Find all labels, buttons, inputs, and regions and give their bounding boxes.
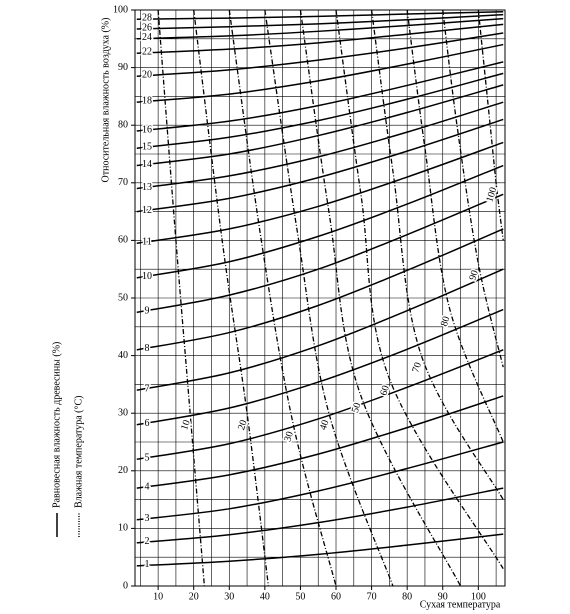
curve [193,10,270,586]
series-label: 14 [142,159,152,170]
series-label: 5 [145,453,150,464]
curve [136,13,504,30]
curve [136,395,504,489]
curve [370,10,504,500]
curve [136,101,504,190]
y-tick-label: 80 [118,119,128,130]
x-tick-label: 60 [331,591,341,602]
series-label: 24 [142,32,152,43]
x-tick-label: 20 [189,591,199,602]
y-axis-title: Относительная влажность воздуха (%) [100,18,111,183]
series-label: 28 [142,13,152,24]
x-tick-label: 30 [224,591,234,602]
curve [299,10,462,586]
curve [477,10,504,241]
y-tick-label: 90 [118,62,128,73]
series-label: 26 [142,22,152,33]
curves [136,10,504,586]
series-label: 4 [145,481,150,492]
curve [136,193,504,314]
curve [136,17,504,40]
x-tick-label: 10 [153,591,163,602]
y-tick-label: 100 [113,4,128,15]
curve [136,228,504,351]
x-axis-title: Сухая температура [420,599,501,610]
curve [228,10,337,586]
curve [136,118,504,213]
series-label: 10 [142,271,152,282]
x-tick-label: 90 [438,591,448,602]
curve [136,10,504,20]
series-label: 6 [145,418,150,429]
x-tick-label: 40 [260,591,270,602]
legend-label: Равновесная влажность древесины (%) [51,342,62,508]
x-tick-label: 50 [295,591,305,602]
series-label: 70 [410,361,424,374]
curve [136,43,504,103]
x-tick-label: 80 [402,591,412,602]
y-tick-label: 70 [118,177,128,188]
series-label: 22 [142,46,152,57]
curve [136,61,504,132]
y-tick-label: 50 [118,292,128,303]
series-label: 3 [145,513,150,524]
series-label: 80 [439,315,453,328]
series-label: 9 [145,306,150,317]
series-label: 18 [142,95,152,106]
legend-label: Влажная температура (°C) [73,395,84,508]
series-label: 1 [145,559,150,570]
series-label: 60 [378,384,392,397]
y-tick-label: 60 [118,235,128,246]
curve [136,84,504,167]
y-tick-label: 30 [118,407,128,418]
series-label: 7 [145,383,150,394]
curve [335,10,504,570]
curve [136,164,504,279]
y-tick-label: 0 [123,580,128,591]
curve [136,533,504,567]
series-label: 40 [318,419,332,432]
y-tick-label: 10 [118,523,128,534]
curve [442,10,504,368]
series-label: 8 [145,343,150,354]
x-tick-label: 70 [367,591,377,602]
series-label: 30 [282,430,296,443]
curve [136,141,504,245]
series-label: 100 [484,186,499,204]
series-label: 20 [142,70,152,81]
curve [157,10,206,586]
series-label: 13 [142,182,152,193]
series-label: 16 [142,124,152,135]
curve [136,308,504,426]
curve [136,32,504,77]
x-tick-label: 100 [471,591,486,602]
curve [136,349,504,461]
y-tick-label: 40 [118,350,128,361]
curve [136,487,504,544]
series-label: 11 [142,237,152,248]
curve [406,10,504,443]
series-label: 15 [142,142,152,153]
series-label: 12 [142,205,152,216]
series-label: 2 [145,536,150,547]
curve [136,268,504,391]
curve [264,10,394,586]
y-tick-label: 20 [118,465,128,476]
curve [136,72,504,149]
